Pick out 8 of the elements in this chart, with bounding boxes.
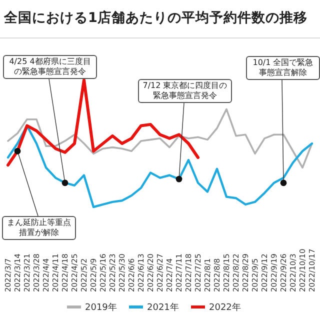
legend-label: 2021年 — [147, 302, 179, 313]
annotation: まん延防止等重点措置が解除 — [2, 216, 76, 240]
legend-label: 2022年 — [209, 302, 241, 313]
annotation: 7/12 東京都に四度目の緊急事態宣言発令 — [138, 79, 232, 103]
chart-title: 全国における1店舗あたりの平均予約件数の推移 — [3, 9, 308, 26]
annotation: 4/25 4都府県に三度目の緊急事態宣言発令 — [3, 55, 97, 79]
annotation: 10/1 全国で緊急事態宣言解除 — [246, 56, 320, 80]
legend-label: 2019年 — [85, 302, 117, 313]
